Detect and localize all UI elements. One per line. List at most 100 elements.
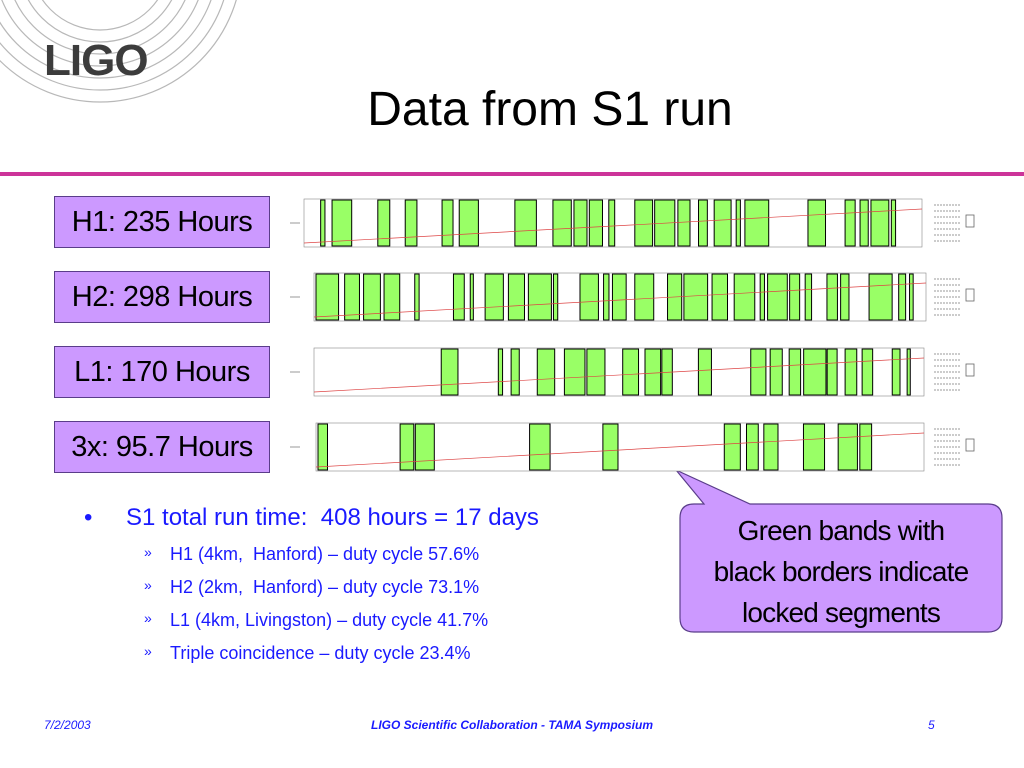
sub-bullet-text: H1 (4km, Hanford) – duty cycle 57.6% [170, 544, 480, 564]
locked-segment [344, 273, 360, 321]
locked-segment [844, 348, 858, 396]
locked-segment [458, 199, 479, 247]
locked-segment [320, 199, 326, 247]
locked-segment [622, 348, 640, 396]
sub-bullet-text: Triple coincidence – duty cycle 23.4% [170, 643, 471, 663]
locked-segment [767, 273, 788, 321]
locked-segment [683, 273, 709, 321]
locked-segment [469, 273, 474, 321]
locked-segment [452, 273, 465, 321]
locked-segment [840, 273, 850, 321]
sub-bullet-arrow-icon: » [144, 643, 152, 659]
locked-segment [804, 273, 813, 321]
callout-bubble [675, 469, 1003, 633]
sub-bullet-arrow-icon: » [144, 610, 152, 626]
locked-segment [644, 348, 662, 396]
label-3x: 3x: 95.7 Hours [54, 421, 270, 473]
timeline-strip [290, 422, 975, 472]
locked-segment [536, 348, 556, 396]
locked-segment [750, 348, 767, 396]
locked-segment [859, 199, 869, 247]
locked-segment [552, 199, 572, 247]
locked-segment [844, 199, 856, 247]
callout-text: Green bands with black borders indicate … [683, 510, 999, 633]
locked-segment [891, 348, 901, 396]
locked-segment [484, 273, 504, 321]
locked-segment [602, 423, 619, 471]
locked-segment [331, 199, 353, 247]
locked-segment [579, 273, 599, 321]
locked-segment [735, 199, 741, 247]
callout-line: locked segments [741, 597, 941, 628]
sub-bullet-arrow-icon: » [144, 544, 152, 560]
locked-segment [826, 273, 838, 321]
locked-segment [634, 273, 655, 321]
trend-line [303, 208, 923, 244]
trend-line [313, 357, 925, 393]
locked-segment [527, 273, 552, 321]
locked-segment [769, 348, 783, 396]
footer-page-number: 5 [928, 718, 935, 732]
locked-segment [788, 348, 802, 396]
callout-line: black borders indicate [713, 556, 970, 587]
locked-segment [552, 273, 559, 321]
locked-segment [890, 199, 897, 247]
label-h2: H2: 298 Hours [54, 271, 270, 323]
trend-line [313, 282, 927, 318]
trend-line [315, 432, 925, 468]
legend-box [965, 288, 975, 302]
locked-segment [733, 273, 756, 321]
ligo-logo: LIGO [44, 36, 149, 85]
locked-segment [586, 348, 606, 396]
locked-segment [677, 199, 691, 247]
timeline-strip [290, 198, 975, 248]
locked-segment [588, 199, 603, 247]
legend-box [965, 438, 975, 452]
locked-segment [404, 199, 418, 247]
sub-bullet-text: H2 (2km, Hanford) – duty cycle 73.1% [170, 577, 480, 597]
sub-bullet-arrow-icon: » [144, 577, 152, 593]
locked-segment [723, 423, 741, 471]
legend-box [965, 214, 975, 228]
locked-segment [608, 199, 616, 247]
label-l1: L1: 170 Hours [54, 346, 270, 398]
callout-line: Green bands with [737, 515, 945, 546]
locked-segment [399, 423, 415, 471]
locked-segment [826, 348, 838, 396]
locked-segment [611, 273, 627, 321]
timeline-strip [290, 347, 975, 397]
locked-segment [898, 273, 907, 321]
locked-segment [909, 273, 914, 321]
locked-segment [807, 199, 827, 247]
locked-segment [711, 273, 729, 321]
footer-date: 7/2/2003 [44, 718, 91, 732]
locked-segment [697, 348, 712, 396]
locked-segment [861, 348, 874, 396]
timeline-strips [290, 198, 975, 472]
locked-segment [529, 423, 551, 471]
locked-segment [603, 273, 610, 321]
locked-segment [315, 273, 340, 321]
locked-segment [868, 273, 893, 321]
locked-segment [573, 199, 588, 247]
locked-segment [441, 199, 454, 247]
locked-segment [837, 423, 858, 471]
locked-segment [870, 199, 890, 247]
locked-segment [803, 348, 827, 396]
locked-segment [713, 199, 732, 247]
legend-box [965, 363, 975, 377]
locked-segment [497, 348, 504, 396]
locked-segment [859, 423, 873, 471]
bullet-main-text: S1 total run time: 408 hours = 17 days [126, 504, 539, 531]
label-h1: H1: 235 Hours [54, 196, 270, 248]
locked-segment [759, 273, 765, 321]
locked-segment [514, 199, 537, 247]
locked-segment [414, 423, 435, 471]
locked-segment [414, 273, 420, 321]
timeline-strip [290, 272, 975, 322]
locked-segment [377, 199, 391, 247]
locked-segment [763, 423, 779, 471]
logo-arcs-icon [0, 0, 237, 103]
locked-segment [744, 199, 770, 247]
